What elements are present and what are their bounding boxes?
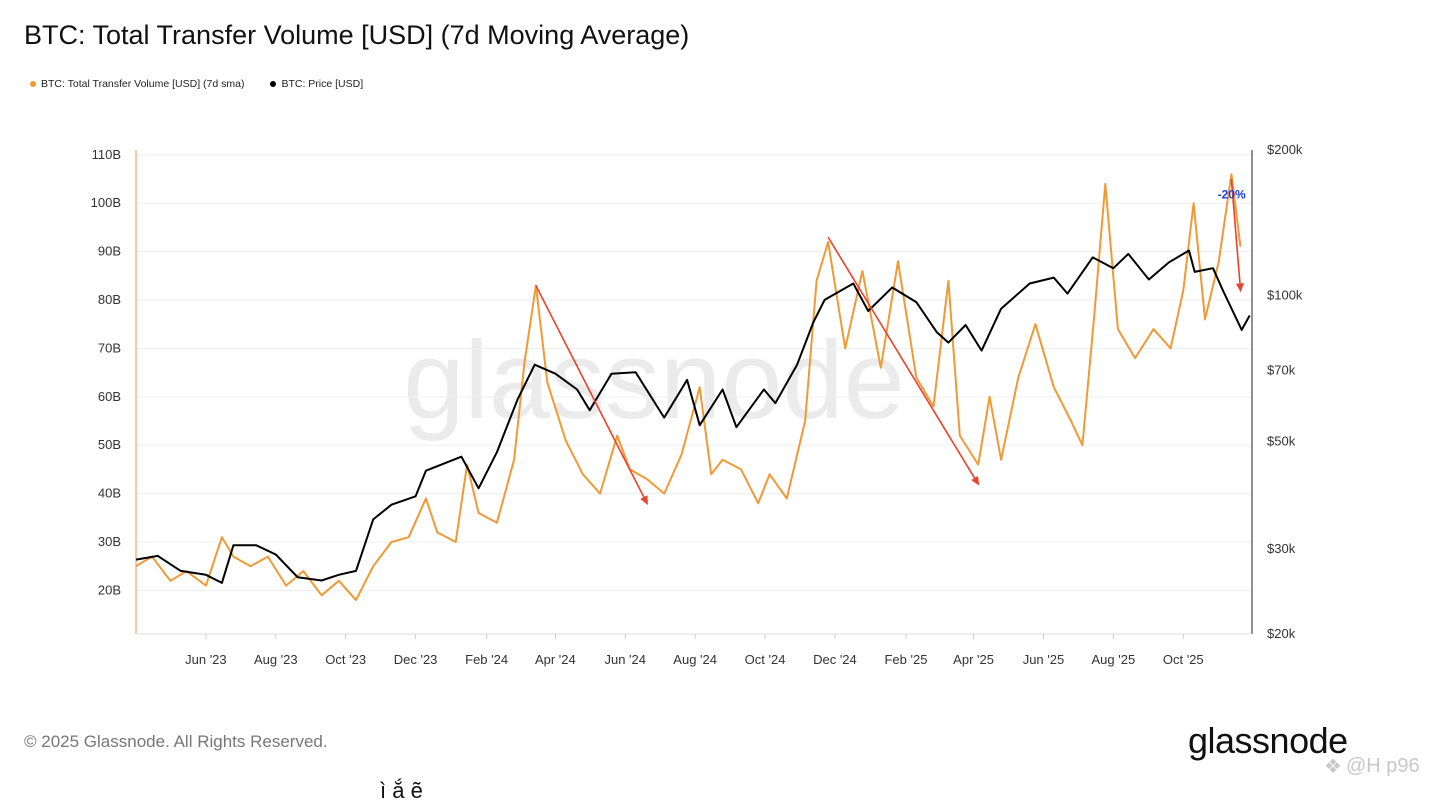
x-tick-label: Aug '24 — [673, 652, 717, 667]
y-right-tick-label: $30k — [1267, 541, 1296, 556]
x-tick-label: Oct '23 — [325, 652, 366, 667]
x-tick-label: Dec '24 — [813, 652, 857, 667]
y-right-tick-label: $100k — [1267, 288, 1303, 303]
x-tick-label: Feb '25 — [884, 652, 927, 667]
x-tick-label: Feb '24 — [465, 652, 508, 667]
legend: BTC: Total Transfer Volume [USD] (7d sma… — [30, 78, 363, 90]
y-left-tick-label: 80B — [98, 292, 121, 307]
legend-dot-volume — [30, 81, 36, 87]
y-right-tick-label: $200k — [1267, 142, 1303, 157]
copyright-text: © 2025 Glassnode. All Rights Reserved. — [24, 732, 328, 751]
x-tick-label: Aug '25 — [1092, 652, 1136, 667]
y-left-tick-label: 90B — [98, 244, 121, 259]
x-tick-label: Apr '24 — [535, 652, 576, 667]
x-tick-label: Aug '23 — [254, 652, 298, 667]
glassnode-logo: glassnode — [1188, 720, 1348, 761]
x-tick-label: Jun '25 — [1023, 652, 1065, 667]
legend-label-volume: BTC: Total Transfer Volume [USD] (7d sma… — [41, 78, 245, 90]
y-right-tick-label: $70k — [1267, 363, 1296, 378]
x-tick-label: Jun '24 — [604, 652, 646, 667]
y-left-tick-label: 50B — [98, 437, 121, 452]
y-left-tick-label: 110B — [92, 147, 121, 162]
annotation-arrow-2 — [1230, 178, 1244, 293]
y-right-tick-label: $50k — [1267, 433, 1296, 448]
legend-item-volume[interactable]: BTC: Total Transfer Volume [USD] (7d sma… — [30, 78, 244, 90]
x-tick-label: Apr '25 — [953, 652, 994, 667]
series-line-price — [135, 249, 1251, 584]
series-line-volume — [135, 173, 1242, 602]
x-tick-label: Jun '23 — [185, 652, 227, 667]
diamond-logo-icon: ❖ — [1324, 756, 1342, 778]
y-left-tick-label: 20B — [98, 582, 121, 597]
y-left-tick-label: 100B — [91, 195, 121, 210]
author-handle-text: @H p96 — [1345, 755, 1420, 777]
clipped-caption: ì ắ ẽ — [380, 778, 423, 803]
legend-dot-price — [270, 81, 277, 87]
watermark-text: glassnode — [403, 319, 905, 442]
chart-title: BTC: Total Transfer Volume [USD] (7d Mov… — [24, 20, 690, 50]
legend-label-price: BTC: Price [USD] — [281, 78, 364, 90]
author-handle: ❖ @H p96 — [1324, 754, 1420, 779]
y-left-tick-label: 70B — [98, 340, 121, 355]
annotation-label: -20% — [1218, 187, 1246, 201]
x-tick-label: Oct '25 — [1163, 652, 1204, 667]
x-tick-label: Oct '24 — [745, 652, 786, 667]
y-left-tick-label: 30B — [98, 534, 121, 549]
y-left-tick-label: 60B — [98, 389, 121, 404]
legend-item-price[interactable]: BTC: Price [USD] — [270, 78, 363, 90]
y-right-tick-label: $20k — [1267, 626, 1296, 641]
x-tick-label: Dec '23 — [394, 652, 438, 667]
annotation-arrow-1 — [827, 236, 980, 486]
annotation-arrow-0 — [535, 285, 648, 506]
y-left-tick-label: 40B — [98, 486, 121, 501]
